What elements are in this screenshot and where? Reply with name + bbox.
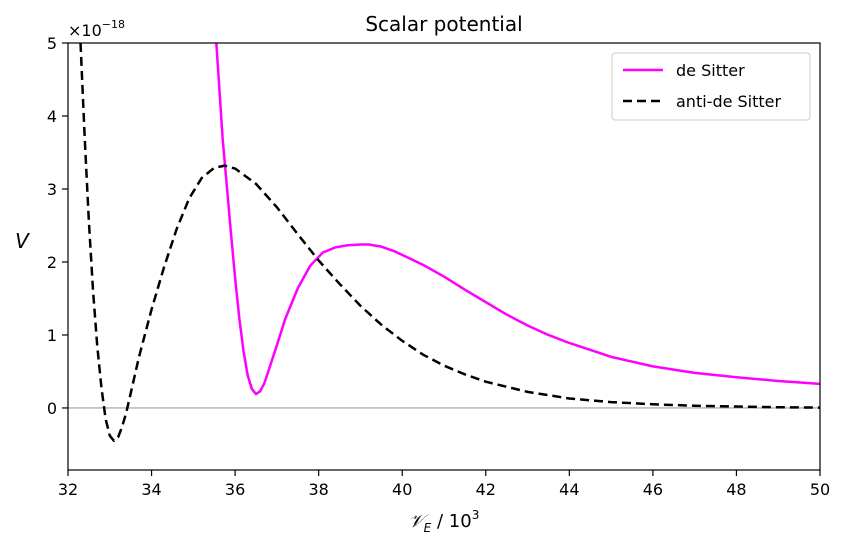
legend-label-de-sitter: de Sitter — [676, 61, 745, 80]
y-tick-label: 5 — [47, 34, 57, 53]
legend-label-anti-de-sitter: anti-de Sitter — [676, 92, 782, 111]
legend: de Sitter anti-de Sitter — [611, 52, 811, 121]
x-label-superscript: 3 — [472, 508, 480, 522]
x-tick-label: 42 — [476, 480, 496, 499]
x-ticks: 32 34 36 38 40 42 44 46 48 50 — [58, 470, 830, 499]
x-label-subscript: E — [424, 521, 432, 535]
series-line-de-sitter — [215, 43, 820, 396]
y-tick-label: 1 — [47, 326, 57, 345]
y-tick-label: 2 — [47, 253, 57, 272]
y-tick-label: 4 — [47, 107, 57, 126]
y-tick-label: 3 — [47, 180, 57, 199]
chart-title: Scalar potential — [365, 12, 522, 36]
y-offset-base: ×10 — [68, 21, 102, 40]
x-tick-label: 44 — [559, 480, 579, 499]
x-tick-label: 40 — [392, 480, 412, 499]
y-axis-label: V — [15, 229, 30, 253]
y-tick-label: 0 — [47, 399, 57, 418]
y-offset-exponent: −18 — [102, 18, 125, 31]
x-axis-label: 𝒱E / 103 — [409, 508, 480, 535]
x-tick-label: 48 — [726, 480, 746, 499]
x-tick-label: 38 — [308, 480, 328, 499]
x-tick-label: 50 — [810, 480, 830, 499]
series-layer — [79, 43, 820, 443]
x-tick-label: 34 — [141, 480, 161, 499]
x-tick-label: 32 — [58, 480, 78, 499]
x-tick-label: 46 — [643, 480, 663, 499]
y-offset-text: ×10−18 — [68, 18, 125, 40]
y-ticks: 0 1 2 3 4 5 — [47, 34, 68, 418]
x-label-rest: / 10 — [431, 511, 471, 532]
x-tick-label: 36 — [225, 480, 245, 499]
plot-frame — [67, 42, 821, 471]
